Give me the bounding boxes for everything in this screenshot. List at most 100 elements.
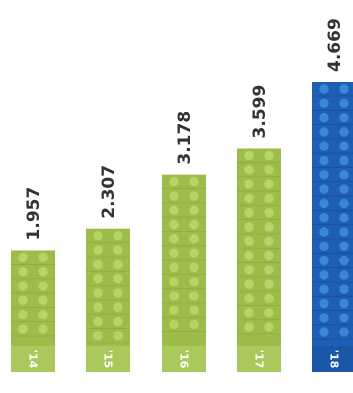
brick-stud <box>243 149 255 162</box>
brick-stud <box>17 294 29 307</box>
bar-4: '18 4.669 <box>312 18 353 372</box>
bar-1: '15 2.307 <box>86 165 130 372</box>
brick-stud <box>243 292 255 305</box>
brick-stud <box>318 111 330 124</box>
bar-base <box>162 346 206 372</box>
brick-stud <box>318 297 330 310</box>
brick-stud <box>92 330 104 342</box>
brick-stud <box>318 312 330 324</box>
brick-stud <box>318 183 330 195</box>
brick-stud <box>17 251 29 264</box>
brick-stud <box>37 323 49 335</box>
brick-stud <box>168 318 180 331</box>
brick-stud <box>168 218 180 231</box>
brick-stud <box>168 204 180 216</box>
brick-stud <box>243 192 255 205</box>
brick-stud <box>37 280 49 292</box>
brick-stud <box>318 197 330 210</box>
bar-0: '14 1.957 <box>11 187 55 372</box>
brick-stud <box>338 312 350 324</box>
brick-stud <box>112 301 124 313</box>
bar-base <box>237 346 281 372</box>
brick-stud <box>338 254 350 267</box>
brick-stud <box>17 280 29 292</box>
brick-stud <box>263 307 275 319</box>
brick-stud <box>188 290 200 302</box>
brick-stud <box>318 212 330 224</box>
brick-stud <box>92 230 104 242</box>
brick-stud <box>338 169 350 181</box>
brick-stud <box>263 178 275 190</box>
brick-stud <box>168 261 180 274</box>
brick-stud <box>112 287 124 299</box>
brick-stud <box>318 226 330 238</box>
brick-stud <box>263 206 275 219</box>
x-tick-label: '18 <box>328 350 341 369</box>
brick-stud <box>338 212 350 224</box>
brick-stud <box>318 240 330 253</box>
brick-stud <box>338 154 350 167</box>
brick-stud <box>338 140 350 152</box>
brick-stud <box>263 278 275 290</box>
brick-stud <box>243 206 255 219</box>
bar-base <box>11 346 55 372</box>
brick-stud <box>338 183 350 195</box>
x-tick-label: '15 <box>102 350 115 369</box>
brick-stud <box>188 318 200 331</box>
brick-stud <box>263 249 275 262</box>
brick-stud <box>338 97 350 110</box>
brick-stud <box>318 83 330 95</box>
brick-stud <box>243 178 255 190</box>
data-label: 3.178 <box>175 111 195 165</box>
brick-stud <box>112 258 124 271</box>
brick-stud <box>243 235 255 247</box>
brick-stud <box>37 294 49 307</box>
brick-stud <box>318 169 330 181</box>
bar-base <box>312 346 353 372</box>
brick-stud <box>92 258 104 271</box>
brick-stud <box>112 330 124 342</box>
brick-stud <box>188 218 200 231</box>
brick-stud <box>263 235 275 247</box>
x-tick-label: '17 <box>253 350 266 369</box>
brick-stud <box>338 111 350 124</box>
brick-stud <box>338 197 350 210</box>
bar-body <box>237 148 281 346</box>
data-label: 4.669 <box>325 18 345 72</box>
brick-stud <box>92 315 104 328</box>
brick-stud <box>112 244 124 256</box>
brick-stud <box>318 269 330 281</box>
brick-stud <box>168 175 180 188</box>
bar-2: '16 3.178 <box>162 111 206 372</box>
brick-stud <box>263 164 275 176</box>
brick-stud <box>188 190 200 202</box>
brick-stud <box>263 264 275 276</box>
brick-stud <box>188 304 200 317</box>
brick-stud <box>243 249 255 262</box>
brick-stud <box>168 304 180 317</box>
brick-stud <box>37 251 49 264</box>
brick-stud <box>188 276 200 288</box>
data-label: 2.307 <box>99 165 119 219</box>
brick-stud <box>338 126 350 138</box>
brick-stud <box>188 247 200 259</box>
brick-stud <box>168 233 180 245</box>
brick-stud <box>338 283 350 295</box>
brick-stud <box>318 126 330 138</box>
brick-stud <box>17 308 29 321</box>
brick-stud <box>243 307 255 319</box>
brick-stud <box>37 266 49 278</box>
brick-stud <box>338 326 350 338</box>
brick-stud <box>338 240 350 253</box>
brick-stud <box>318 254 330 267</box>
brick-stud <box>263 221 275 233</box>
bar-base <box>86 346 130 372</box>
brick-stud <box>243 221 255 233</box>
brick-stud <box>338 269 350 281</box>
brick-stud <box>188 233 200 245</box>
brick-stud <box>338 226 350 238</box>
brick-stud <box>318 140 330 152</box>
brick-stud <box>338 83 350 95</box>
brick-stud <box>168 247 180 259</box>
